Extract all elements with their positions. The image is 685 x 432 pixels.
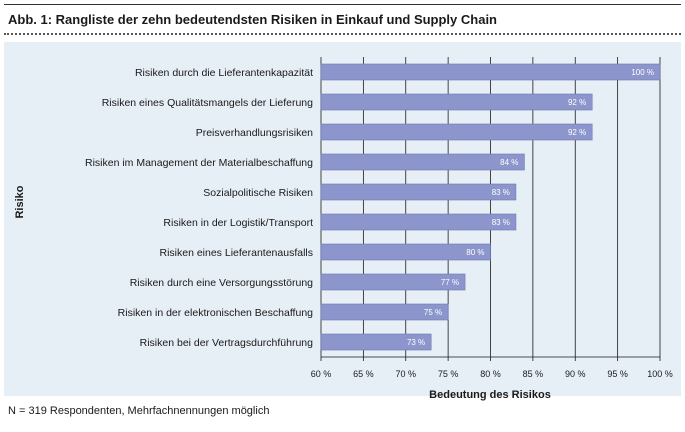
bar-value-label-8: 75 % xyxy=(424,308,442,317)
bar-6 xyxy=(320,243,491,261)
x-tick-label-5: 85 % xyxy=(523,369,544,379)
bar-value-label-2: 92 % xyxy=(568,128,586,137)
dotted-divider xyxy=(4,33,681,35)
category-label-7: Risiken durch eine Versorgungsstörung xyxy=(130,277,313,289)
y-axis-label: Risiko xyxy=(14,185,26,219)
x-tick-label-7: 95 % xyxy=(607,369,628,379)
category-label-4: Sozialpolitische Risiken xyxy=(203,187,313,199)
x-tick-label-0: 60 % xyxy=(311,369,332,379)
category-label-9: Risiken bei der Vertragsdurchführung xyxy=(140,337,314,349)
x-tick-label-1: 65 % xyxy=(353,369,374,379)
bar-8 xyxy=(320,303,449,321)
x-tick-label-2: 70 % xyxy=(395,369,416,379)
category-label-3: Risiken im Management der Materialbescha… xyxy=(85,157,313,169)
category-label-2: Preisverhandlungsrisiken xyxy=(196,127,313,139)
bar-0 xyxy=(320,63,661,81)
bar-3 xyxy=(320,153,525,171)
x-tick-label-3: 75 % xyxy=(438,369,459,379)
bar-5 xyxy=(320,213,517,231)
category-label-8: Risiken in der elektronischen Beschaffun… xyxy=(118,307,313,319)
bar-4 xyxy=(320,183,517,201)
bar-2 xyxy=(320,123,593,141)
x-axis-label: Bedeutung des Risikos xyxy=(429,389,551,401)
x-tick-label-8: 100 % xyxy=(647,369,673,379)
bar-1 xyxy=(320,93,593,111)
x-tick-label-6: 90 % xyxy=(565,369,586,379)
bar-value-label-5: 83 % xyxy=(492,218,510,227)
bar-value-label-0: 100 % xyxy=(631,68,654,77)
footnote: N = 319 Respondenten, Mehrfachnennungen … xyxy=(8,405,270,417)
bar-9 xyxy=(320,333,432,351)
figure-title: Abb. 1: Rangliste der zehn bedeutendsten… xyxy=(8,12,497,27)
bar-value-label-4: 83 % xyxy=(492,188,510,197)
x-tick-label-4: 80 % xyxy=(480,369,501,379)
category-label-0: Risiken durch die Lieferantenkapazität xyxy=(135,67,313,79)
bar-value-label-1: 92 % xyxy=(568,98,586,107)
bar-value-label-3: 84 % xyxy=(500,158,518,167)
top-rule xyxy=(4,4,681,5)
bar-7 xyxy=(320,273,466,291)
category-label-1: Risiken eines Qualitätsmangels der Liefe… xyxy=(102,97,313,109)
bar-value-label-9: 73 % xyxy=(407,338,425,347)
bar-value-label-6: 80 % xyxy=(466,248,484,257)
category-label-6: Risiken eines Lieferantenausfalls xyxy=(159,247,313,259)
bar-value-label-7: 77 % xyxy=(441,278,459,287)
category-label-5: Risiken in der Logistik/Transport xyxy=(163,217,313,229)
